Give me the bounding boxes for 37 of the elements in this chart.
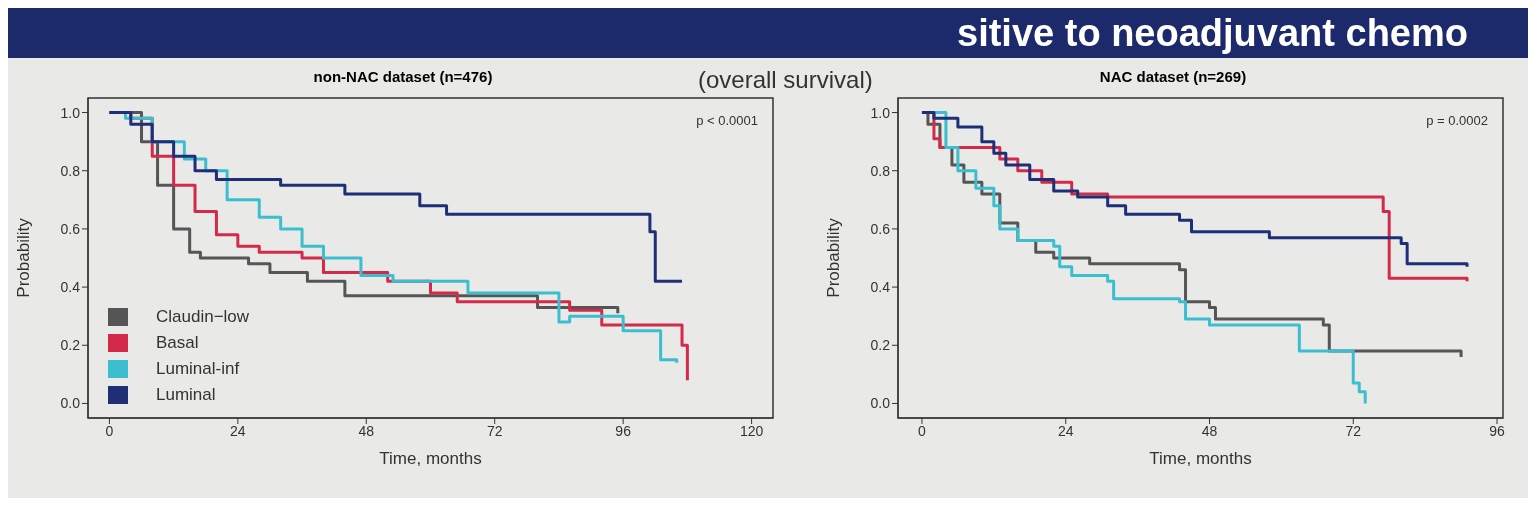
x-tick-label: 48 — [1201, 422, 1218, 439]
annotation: p < 0.0001 — [696, 113, 758, 128]
chart-title: non-NAC dataset (n=476) — [313, 68, 493, 85]
y-tick-label: 0.4 — [60, 279, 81, 296]
annotation: p = 0.0002 — [1426, 113, 1488, 128]
x-tick-label: 96 — [615, 422, 632, 439]
y-axis-title: Probability — [14, 217, 34, 298]
y-tick-label: 1.0 — [870, 104, 891, 121]
x-axis-title: Time, months — [379, 449, 482, 468]
x-tick-label: 24 — [1057, 422, 1074, 439]
y-tick-label: 0.6 — [60, 220, 81, 237]
y-tick-label: 0.8 — [870, 162, 891, 179]
x-tick-label: 96 — [1489, 422, 1506, 439]
x-tick-label: 0 — [918, 422, 927, 439]
y-tick-label: 0.4 — [870, 279, 891, 296]
y-tick-label: 0.2 — [60, 337, 81, 354]
chart-title: NAC dataset (n=269) — [1099, 68, 1247, 85]
y-tick-label: 0.8 — [60, 162, 81, 179]
x-axis-title: Time, months — [1149, 449, 1252, 468]
y-tick-label: 0.0 — [870, 395, 891, 412]
y-axis-title: Probability — [824, 217, 844, 298]
y-tick-label: 0.6 — [870, 220, 891, 237]
x-tick-label: 0 — [105, 422, 114, 439]
legend-label: Luminal-inf — [156, 358, 240, 380]
x-tick-label: 24 — [230, 422, 246, 439]
y-tick-label: 1.0 — [60, 104, 81, 121]
x-tick-label: 120 — [739, 422, 764, 439]
x-tick-label: 72 — [486, 422, 503, 439]
y-tick-label: 0.2 — [870, 337, 891, 354]
y-tick-label: 0.0 — [60, 395, 81, 412]
legend-label: Claudin−low — [156, 306, 250, 328]
text: (overall survival) — [698, 66, 873, 94]
legend-label: Basal — [156, 332, 199, 354]
legend-label: Luminal — [156, 384, 216, 406]
text: sitive to neoadjuvant chemo — [8, 8, 1528, 58]
x-tick-label: 48 — [358, 422, 375, 439]
x-tick-label: 72 — [1345, 422, 1362, 439]
